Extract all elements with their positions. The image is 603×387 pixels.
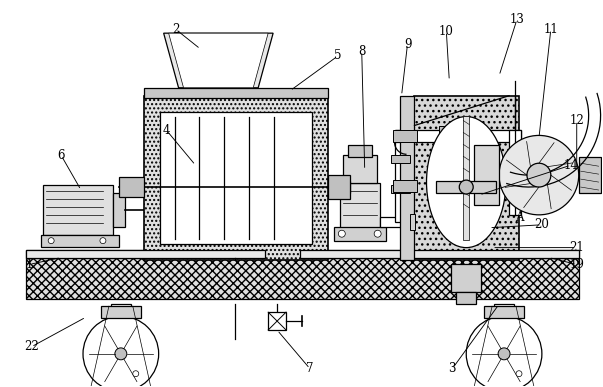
Bar [394, 130, 521, 142]
Bar [113, 193, 125, 227]
Polygon shape [163, 33, 273, 88]
Circle shape [83, 316, 159, 387]
Bar [27, 250, 265, 257]
Bar [456, 292, 476, 304]
Bar [27, 250, 579, 257]
Bar [414, 96, 519, 260]
Circle shape [516, 371, 522, 377]
Circle shape [498, 348, 510, 360]
Bar [119, 177, 144, 197]
Circle shape [100, 238, 106, 244]
Text: 7: 7 [306, 362, 314, 375]
Text: 3: 3 [449, 362, 456, 375]
Circle shape [115, 348, 127, 360]
Polygon shape [169, 33, 268, 88]
Text: 19: 19 [569, 258, 584, 271]
Bar [579, 157, 601, 193]
Text: 12: 12 [569, 114, 584, 127]
Text: 9: 9 [404, 38, 411, 51]
Bar [394, 130, 406, 222]
Bar [43, 185, 113, 235]
Text: 5: 5 [334, 50, 341, 62]
Bar [393, 130, 417, 142]
Bar [474, 146, 499, 205]
Bar [334, 227, 385, 241]
Bar [268, 312, 286, 330]
Bar [437, 181, 496, 193]
Bar [144, 96, 328, 260]
Circle shape [527, 163, 551, 187]
Bar [160, 111, 312, 244]
Circle shape [338, 230, 346, 237]
Text: 4: 4 [163, 124, 171, 137]
Text: 14: 14 [563, 159, 578, 172]
Bar [391, 155, 411, 163]
Text: 10: 10 [439, 25, 454, 38]
Bar [41, 235, 119, 247]
Bar [400, 96, 414, 260]
Bar [494, 304, 514, 316]
Bar [334, 181, 350, 193]
Text: 6: 6 [57, 149, 65, 162]
Circle shape [499, 135, 579, 215]
Circle shape [133, 371, 139, 377]
Ellipse shape [426, 116, 506, 248]
Bar [348, 146, 371, 157]
Text: 22: 22 [24, 341, 39, 353]
Text: 8: 8 [358, 45, 365, 58]
Bar [509, 130, 521, 215]
Bar [463, 116, 469, 240]
Text: 13: 13 [510, 13, 525, 26]
Bar [393, 180, 417, 192]
Circle shape [459, 180, 473, 194]
Text: 11: 11 [543, 23, 558, 36]
Bar [451, 264, 481, 292]
Bar [340, 183, 380, 228]
Bar [484, 306, 524, 318]
Circle shape [48, 238, 54, 244]
Bar [391, 185, 411, 193]
Bar [409, 214, 415, 230]
Bar [300, 250, 579, 257]
Bar [111, 304, 131, 316]
Bar [343, 155, 377, 183]
Text: A: A [515, 211, 523, 224]
Bar [328, 175, 350, 199]
Bar [101, 306, 140, 318]
Bar [144, 88, 328, 98]
Circle shape [466, 316, 542, 387]
Text: 1: 1 [25, 258, 33, 271]
Circle shape [374, 230, 381, 237]
Bar [27, 257, 579, 299]
Text: 20: 20 [534, 218, 549, 231]
Bar [440, 127, 447, 146]
Bar [479, 127, 487, 146]
Text: 2: 2 [172, 23, 179, 36]
Text: 21: 21 [569, 241, 584, 254]
Bar [380, 217, 414, 227]
